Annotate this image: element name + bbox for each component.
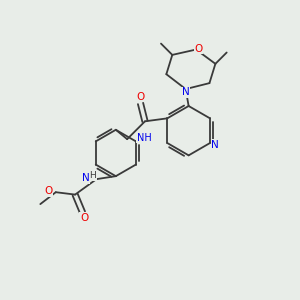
Text: O: O xyxy=(194,44,202,54)
Text: N: N xyxy=(182,87,190,97)
Text: N: N xyxy=(82,173,89,183)
Text: O: O xyxy=(136,92,145,102)
Text: O: O xyxy=(45,186,53,196)
Text: O: O xyxy=(80,213,88,223)
Text: H: H xyxy=(90,171,96,180)
Text: N: N xyxy=(212,140,219,149)
Text: NH: NH xyxy=(137,133,152,143)
